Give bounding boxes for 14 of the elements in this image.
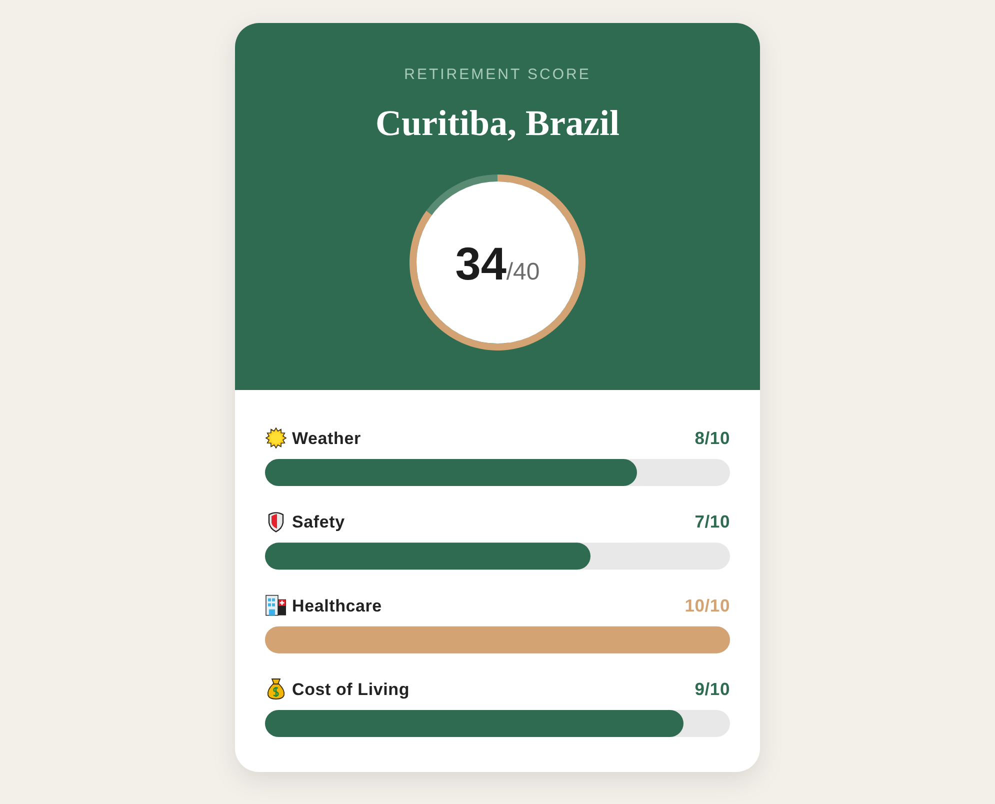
y-tick-label: Cost of Living (292, 680, 410, 700)
data-label: 7/10 (694, 512, 730, 532)
data-label: 9/10 (694, 679, 730, 700)
chart-title: Curitiba, Brazil (376, 103, 620, 143)
donut-slice (410, 174, 586, 350)
data-label: 10/10 (684, 595, 730, 616)
donut-slice (426, 174, 498, 215)
data-label: 8/10 (694, 428, 730, 448)
y-tick-label: Weather (292, 429, 361, 448)
y-tick-label: Safety (292, 512, 346, 532)
y-tick-label: Healthcare (292, 596, 382, 616)
text: 34 (455, 238, 507, 290)
text: /40 (506, 258, 540, 286)
chart-subtitle: RETIREMENT SCORE (404, 66, 591, 83)
